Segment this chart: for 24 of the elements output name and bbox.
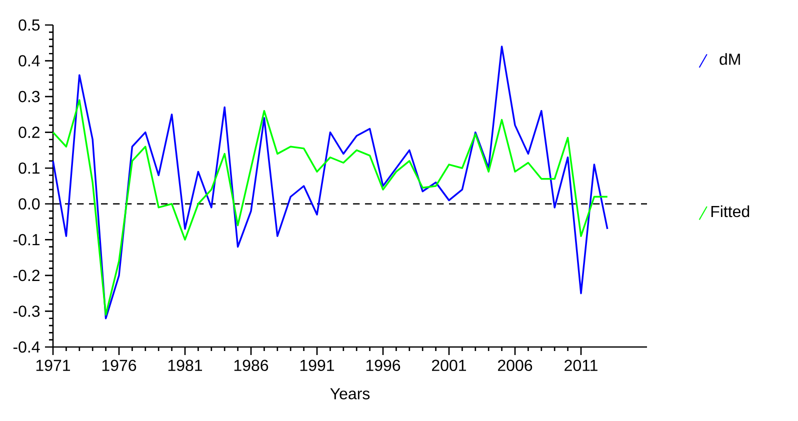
legend-label: Fitted: [711, 205, 750, 218]
y-tick-label: 0.4: [18, 55, 40, 66]
x-tick-label: 1996: [366, 360, 400, 372]
line-series: [52, 99, 608, 316]
y-tick-label: 0.2: [18, 126, 40, 138]
line-series: [52, 46, 608, 320]
x-tick-label: 1981: [168, 360, 202, 372]
x-axis-title: Years: [330, 388, 370, 400]
x-tick-label: 1976: [102, 360, 136, 372]
y-tick-label: -0.2: [13, 270, 40, 282]
y-tick-label: -0.3: [13, 306, 40, 317]
x-tick-label: 2006: [498, 360, 532, 372]
y-tick-label: -0.1: [13, 234, 40, 246]
x-tick-label: 1991: [300, 360, 334, 372]
x-tick-label: 2001: [432, 360, 466, 372]
x-tick-label: 1986: [234, 360, 268, 372]
x-tick-label: 1971: [36, 360, 70, 372]
y-tick-label: 0.1: [18, 162, 40, 174]
y-tick-label: 0.3: [18, 90, 40, 102]
y-tick-label: 0.5: [18, 19, 40, 31]
y-tick-label: 0.0: [18, 198, 40, 210]
y-tick-label: -0.4: [13, 341, 40, 353]
legend-label: dM: [720, 53, 740, 65]
x-tick-label: 2011: [564, 360, 598, 372]
